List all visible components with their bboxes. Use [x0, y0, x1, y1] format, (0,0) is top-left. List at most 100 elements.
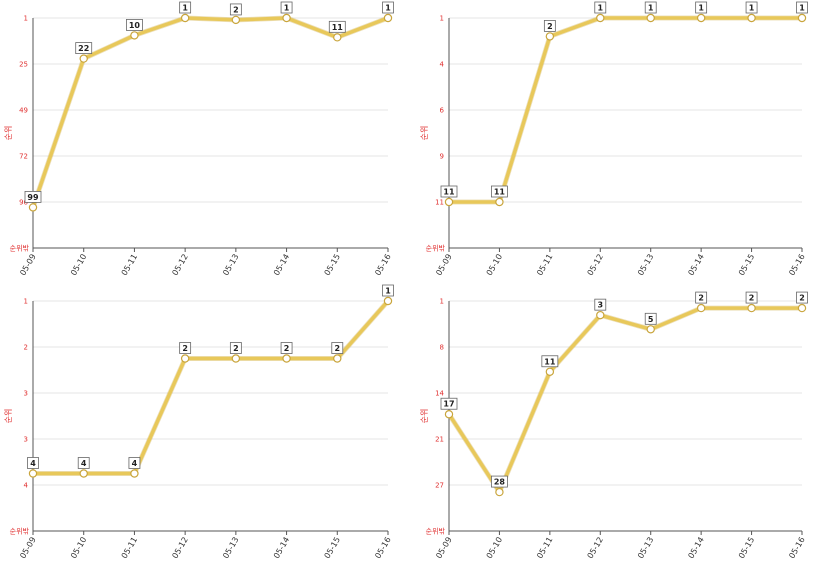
data-label: 1 [284, 4, 290, 13]
x-tick-label: 05-16 [373, 536, 392, 561]
y-out-of-rank-label: 순위밖 [426, 527, 446, 536]
data-label-box [328, 20, 346, 33]
data-label-box [644, 1, 657, 14]
data-point[interactable] [596, 13, 605, 23]
data-point[interactable] [545, 367, 555, 376]
data-point[interactable] [696, 303, 706, 313]
data-label: 1 [698, 4, 704, 13]
data-point[interactable] [383, 296, 393, 306]
y-tick-label: 96 [19, 199, 28, 207]
y-tick-label: 9 [440, 153, 444, 161]
data-label: 1 [182, 4, 188, 13]
x-tick-label: 05-11 [120, 253, 139, 278]
y-axis-title: 순위 [4, 409, 13, 424]
data-label-box [594, 1, 607, 14]
data-point[interactable] [130, 469, 139, 478]
x-tick-label: 05-15 [737, 253, 756, 278]
x-tick-label: 05-10 [69, 536, 88, 561]
data-point[interactable] [797, 303, 807, 313]
data-point[interactable] [747, 13, 756, 23]
data-point[interactable] [545, 32, 555, 41]
data-label: 99 [27, 193, 39, 202]
series-line [449, 16, 802, 204]
data-point[interactable] [231, 354, 241, 363]
data-point[interactable] [28, 203, 38, 212]
data-label: 4 [30, 459, 36, 468]
data-label: 2 [799, 294, 805, 303]
data-label-box [440, 185, 458, 198]
data-point[interactable] [79, 54, 88, 63]
x-tick-label: 05-16 [787, 253, 806, 278]
data-label-box [382, 1, 394, 14]
series-line [33, 299, 390, 476]
data-label-box [179, 1, 192, 14]
chart-panel-1: 1 25 49 72 96 순위밖 순위 05-09 05-10 05-11 05-12 05-13 0… [4, 1, 394, 278]
y-tick-label: 3 [24, 390, 28, 398]
data-point[interactable] [696, 13, 706, 23]
data-label-box [796, 1, 808, 14]
data-label-box [280, 1, 293, 14]
data-label-box [796, 291, 808, 304]
data-label: 17 [443, 400, 454, 409]
data-label: 11 [544, 357, 556, 366]
data-label: 11 [443, 188, 455, 197]
data-label-box [229, 3, 242, 16]
data-label: 11 [494, 188, 506, 197]
data-point[interactable] [747, 303, 756, 313]
x-tick-label: 05-10 [69, 253, 88, 278]
y-tick-label: 25 [19, 61, 28, 69]
x-tick-label: 05-14 [686, 536, 705, 561]
data-label-box [126, 18, 143, 31]
x-tick-label: 05-15 [323, 536, 342, 561]
data-label: 1 [648, 4, 654, 13]
data-point[interactable] [333, 33, 342, 42]
data-point[interactable] [646, 13, 655, 23]
data-label-box [382, 284, 394, 297]
x-tick-label: 05-09 [434, 253, 453, 278]
data-point[interactable] [797, 13, 807, 23]
data-label: 4 [132, 459, 138, 468]
data-label-box [440, 397, 458, 410]
data-label-box [745, 1, 758, 14]
y-out-of-rank-label: 순위밖 [426, 244, 446, 253]
data-label-box [229, 342, 242, 354]
data-point[interactable] [646, 325, 655, 334]
y-tick-label: 4 [24, 482, 29, 490]
data-point[interactable] [333, 354, 342, 363]
x-tick-label: 05-16 [373, 253, 392, 278]
series-line-shadow [33, 299, 390, 476]
y-tick-label: 72 [19, 153, 28, 161]
data-label: 1 [597, 4, 603, 13]
y-tick-label: 1 [24, 298, 28, 306]
data-point[interactable] [495, 197, 504, 207]
data-label: 2 [233, 344, 239, 353]
data-label: 11 [332, 23, 344, 32]
data-point[interactable] [231, 15, 241, 25]
x-tick-label: 05-10 [485, 536, 504, 561]
series-line-shadow [446, 305, 802, 495]
data-point[interactable] [444, 410, 454, 419]
data-point[interactable] [444, 197, 454, 207]
data-label: 2 [749, 294, 755, 303]
y-tick-label: 8 [440, 344, 444, 352]
data-point[interactable] [596, 310, 605, 320]
data-point[interactable] [79, 469, 88, 478]
data-point[interactable] [180, 354, 190, 363]
data-point[interactable] [28, 469, 38, 478]
data-label-box [695, 1, 708, 14]
data-point[interactable] [383, 13, 393, 23]
data-point[interactable] [180, 13, 190, 23]
y-tick-label: 11 [435, 199, 444, 207]
data-point[interactable] [282, 13, 291, 23]
y-tick-label: 6 [440, 107, 445, 115]
y-tick-label: 21 [435, 436, 444, 444]
data-label-box [491, 475, 508, 488]
x-tick-label: 05-15 [323, 253, 342, 278]
data-point[interactable] [495, 487, 504, 497]
data-point[interactable] [130, 31, 139, 40]
data-label-box [128, 457, 141, 469]
y-tick-label: 3 [24, 436, 28, 444]
data-point[interactable] [282, 354, 291, 363]
x-tick-label: 05-11 [535, 536, 554, 561]
